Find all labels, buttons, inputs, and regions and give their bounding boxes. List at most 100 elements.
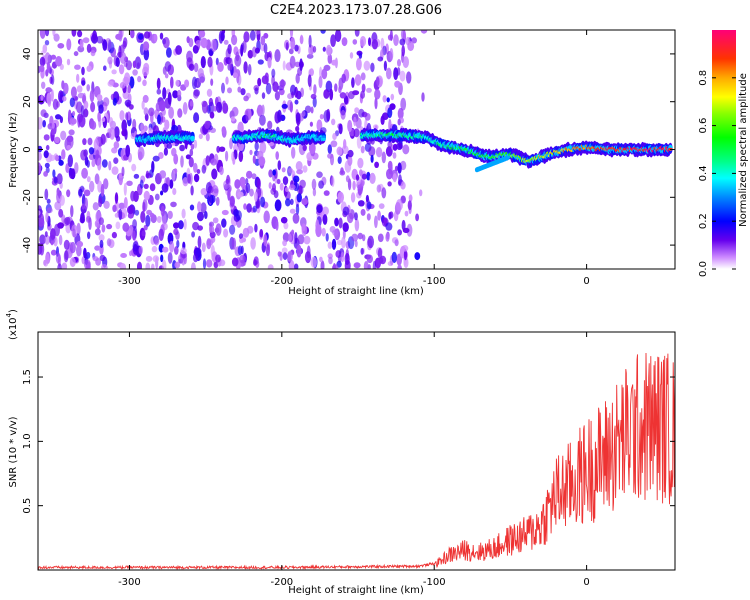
noise-speckle — [45, 211, 49, 223]
noise-speckle — [159, 170, 167, 179]
noise-speckle — [129, 250, 133, 257]
noise-speckle — [129, 76, 135, 89]
noise-speckle — [153, 237, 160, 246]
noise-speckle — [56, 173, 63, 185]
noise-speckle — [353, 262, 361, 269]
noise-speckle — [173, 222, 180, 229]
noise-speckle — [265, 244, 270, 257]
noise-speckle — [55, 56, 63, 67]
noise-speckle — [247, 63, 252, 76]
noise-speckle — [49, 154, 56, 161]
noise-speckle — [377, 210, 381, 221]
noise-speckle — [57, 222, 64, 229]
noise-speckle — [310, 106, 314, 114]
noise-speckle — [243, 31, 250, 43]
noise-speckle — [86, 160, 90, 168]
noise-speckle — [127, 212, 134, 219]
noise-speckle — [312, 46, 317, 53]
noise-speckle — [351, 233, 359, 242]
noise-speckle — [172, 90, 179, 99]
noise-speckle — [374, 215, 378, 229]
noise-speckle — [366, 213, 371, 221]
noise-speckle — [69, 97, 75, 108]
noise-speckle — [246, 170, 253, 179]
noise-speckle — [366, 87, 372, 93]
noise-speckle — [232, 72, 238, 79]
noise-speckle — [96, 94, 103, 102]
noise-speckle — [127, 84, 132, 94]
noise-speckle — [85, 251, 91, 259]
noise-speckle — [221, 126, 227, 134]
noise-speckle — [260, 196, 266, 208]
noise-speckle — [220, 31, 225, 42]
noise-speckle — [252, 205, 258, 213]
noise-speckle — [58, 159, 64, 166]
noise-speckle — [46, 207, 53, 214]
spectrogram-x-axis-label: Height of straight line (km) — [288, 286, 424, 297]
noise-speckle — [110, 93, 115, 101]
noise-speckle — [247, 225, 254, 234]
noise-speckle — [256, 104, 263, 117]
noise-speckle — [83, 259, 91, 269]
noise-speckle — [394, 239, 399, 247]
noise-speckle — [188, 63, 195, 71]
noise-speckle — [267, 120, 273, 130]
noise-speckle — [200, 37, 208, 49]
noise-speckle — [404, 210, 409, 217]
noise-speckle — [301, 110, 306, 117]
noise-speckle — [181, 208, 186, 219]
noise-speckle — [221, 218, 227, 228]
noise-speckle — [132, 219, 138, 229]
noise-speckle — [312, 96, 317, 108]
noise-speckle — [376, 184, 382, 193]
noise-speckle — [296, 244, 302, 258]
colorbar-tick-label: 0.4 — [698, 165, 709, 181]
noise-speckle — [83, 108, 89, 118]
noise-speckle — [194, 247, 202, 256]
noise-speckle — [64, 216, 71, 226]
noise-speckle — [374, 97, 378, 110]
noise-speckle — [343, 139, 347, 149]
noise-speckle — [164, 119, 170, 130]
noise-speckle — [397, 229, 402, 236]
noise-speckle — [308, 142, 316, 154]
noise-speckle — [414, 252, 421, 261]
noise-speckle — [411, 37, 418, 44]
noise-speckle — [66, 145, 72, 150]
y-tick-label: 1.5 — [22, 369, 33, 385]
noise-speckle — [311, 178, 317, 190]
noise-speckle — [267, 57, 272, 69]
noise-speckle — [44, 231, 48, 238]
noise-speckle — [225, 150, 229, 162]
y-tick-label: -20 — [22, 189, 33, 205]
noise-speckle — [396, 253, 403, 266]
noise-speckle — [275, 151, 280, 160]
noise-speckle — [51, 122, 55, 129]
noise-speckle — [160, 254, 164, 263]
noise-speckle — [39, 65, 45, 73]
noise-speckle — [83, 247, 87, 259]
noise-speckle — [397, 118, 401, 126]
noise-speckle — [403, 249, 408, 261]
noise-speckle — [235, 210, 242, 221]
noise-speckle — [38, 151, 42, 161]
noise-speckle — [210, 78, 214, 86]
signal-mark — [505, 155, 510, 161]
noise-speckle — [70, 205, 74, 218]
noise-speckle — [259, 141, 267, 154]
noise-speckle — [274, 91, 280, 101]
noise-speckle — [289, 208, 296, 214]
noise-speckle — [197, 235, 202, 249]
noise-speckle — [201, 164, 207, 174]
noise-speckle — [113, 141, 120, 149]
noise-speckle — [337, 156, 342, 165]
noise-speckle — [176, 89, 182, 98]
noise-speckle — [43, 150, 49, 159]
noise-speckle — [250, 237, 256, 250]
noise-speckle — [241, 237, 247, 243]
snr-plot-area — [38, 352, 675, 570]
noise-speckle — [121, 166, 125, 177]
noise-speckle — [50, 89, 54, 102]
noise-speckle — [51, 128, 56, 136]
